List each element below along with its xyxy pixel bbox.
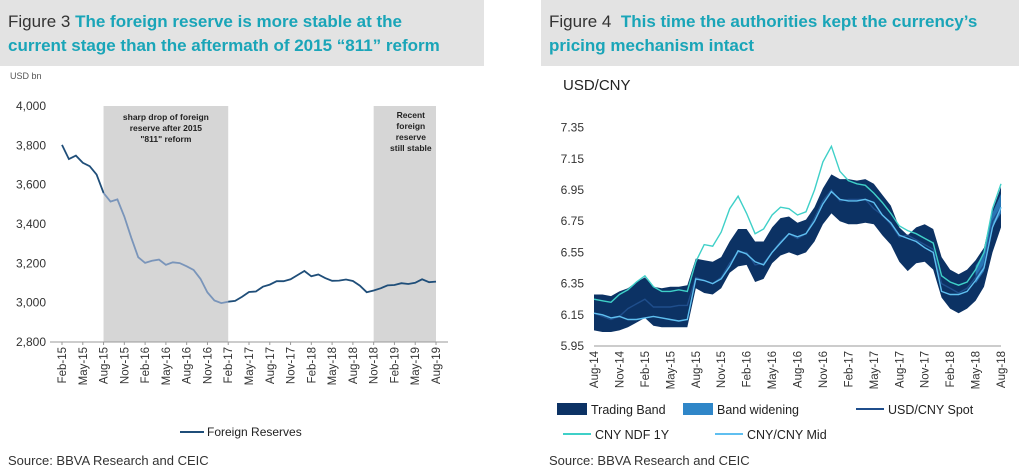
figure3-header: Figure 3 The foreign reserve is more sta… (0, 0, 484, 66)
figure3-source: Source: BBVA Research and CEIC (8, 453, 209, 468)
x-tick-label: Nov-16 (818, 351, 830, 388)
reserves-line (61, 144, 105, 194)
x-tick-label: May-16 (161, 347, 173, 385)
x-tick-label: Aug-16 (793, 351, 805, 388)
x-tick-label: Nov-14 (614, 350, 626, 388)
figure4-header: Figure 4 This time the authorities kept … (541, 0, 1019, 66)
x-tick-label: Aug-15 (99, 347, 111, 384)
y-tick-label: 7.15 (561, 152, 585, 166)
x-tick-label: Aug-17 (265, 347, 277, 384)
legend-label-spot: USD/CNY Spot (888, 403, 974, 417)
x-tick-label: Feb-15 (640, 351, 652, 387)
y-tick-label: 5.95 (561, 339, 585, 353)
x-tick-label: Aug-16 (182, 347, 194, 384)
legend-label-mid: CNY/CNY Mid (747, 428, 827, 442)
x-tick-label: May-15 (78, 347, 90, 385)
x-tick-label: May-17 (869, 351, 881, 389)
figure4-label: Figure 4 (549, 12, 612, 31)
figure4-panel: Figure 4 This time the authorities kept … (541, 0, 1019, 473)
annotation-recent: reserve (396, 132, 427, 142)
y-tick-label: 3,400 (16, 217, 46, 231)
annotation-811: sharp drop of foreign (123, 112, 209, 122)
x-tick-label: Feb-17 (843, 351, 855, 387)
y-tick-label: 6.55 (561, 245, 585, 259)
x-tick-label: Aug-17 (894, 351, 906, 388)
annotation-recent: Recent (397, 110, 426, 120)
x-tick-label: May-19 (410, 347, 422, 385)
legend-swatch-band-widening (683, 403, 713, 415)
x-tick-label: Feb-17 (223, 347, 235, 383)
legend-label-band-widening: Band widening (717, 403, 799, 417)
y-tick-label: 3,200 (16, 256, 46, 270)
y-tick-label: 6.95 (561, 183, 585, 197)
legend-swatch-trading-band (557, 403, 587, 415)
x-tick-label: May-17 (244, 347, 256, 385)
reserves-line (102, 192, 229, 305)
shaded-region (373, 106, 436, 342)
x-tick-label: Aug-15 (691, 351, 703, 388)
figure3-title-line2: current stage than the aftermath of 2015… (8, 36, 440, 55)
y-axis-unit: USD bn (10, 71, 42, 81)
figure3-label: Figure 3 (8, 12, 71, 31)
reserves-line (228, 269, 437, 303)
y-tick-label: 6.15 (561, 308, 585, 322)
band-widening (975, 193, 1001, 284)
figure3-title: Figure 3 The foreign reserve is more sta… (8, 10, 440, 58)
x-tick-label: Aug-18 (996, 351, 1008, 388)
x-tick-label: Nov-17 (286, 347, 298, 384)
x-tick-label: Aug-19 (431, 347, 443, 384)
annotation-811: reserve after 2015 (130, 123, 203, 133)
x-tick-label: Nov-15 (119, 347, 131, 384)
x-tick-label: Feb-18 (945, 351, 957, 387)
y-tick-label: 4,000 (16, 99, 46, 113)
annotation-811: "811" reform (140, 134, 192, 144)
x-tick-label: Feb-15 (57, 347, 69, 383)
shaded-region (103, 106, 229, 342)
legend-label-reserves: Foreign Reserves (207, 425, 302, 439)
annotation-recent: still stable (390, 143, 432, 153)
figure3-panel: Figure 3 The foreign reserve is more sta… (0, 0, 484, 473)
x-tick-label: Feb-18 (306, 347, 318, 383)
legend-label-ndf: CNY NDF 1Y (595, 428, 670, 442)
x-tick-label: Aug-14 (589, 350, 601, 388)
x-tick-label: Nov-15 (716, 351, 728, 388)
x-tick-label: Nov-18 (369, 347, 381, 384)
figure4-title-line1: This time the authorities kept the curre… (620, 12, 978, 31)
y-tick-label: 3,600 (16, 178, 46, 192)
y-tick-label: 3,000 (16, 296, 46, 310)
figure4-title: Figure 4 This time the authorities kept … (549, 10, 977, 58)
x-tick-label: Feb-16 (742, 351, 754, 387)
y-tick-label: 6.35 (561, 277, 585, 291)
x-tick-label: Feb-19 (389, 347, 401, 383)
legend-label-trading-band: Trading Band (591, 403, 666, 417)
x-tick-label: Feb-16 (140, 347, 152, 383)
ndf-line (593, 144, 1002, 304)
spot-line (593, 188, 1002, 321)
figure3-title-line1: The foreign reserve is more stable at th… (75, 12, 403, 31)
x-tick-label: May-16 (767, 351, 779, 389)
x-tick-label: Nov-16 (202, 347, 214, 384)
y-tick-label: 7.35 (561, 121, 585, 135)
y-tick-label: 3,800 (16, 138, 46, 152)
y-tick-label: 2,800 (16, 335, 46, 349)
annotation-recent: foreign (396, 121, 425, 131)
mid-line (593, 190, 1002, 322)
y-tick-label: 6.75 (561, 214, 585, 228)
figure4-chart: USD/CNY 5.95 6.15 6.35 6.55 6.75 6.95 7.15 7.35 A… (557, 77, 1008, 442)
x-tick-label: May-18 (971, 351, 983, 389)
figure4-title-line2: pricing mechanism intact (549, 36, 754, 55)
x-tick-label: Nov-17 (920, 351, 932, 388)
figure4-source: Source: BBVA Research and CEIC (549, 453, 750, 468)
x-tick-label: May-18 (327, 347, 339, 385)
chart-title: USD/CNY (563, 77, 631, 94)
trading-band (594, 174, 1001, 332)
x-tick-label: Aug-18 (348, 347, 360, 384)
x-tick-label: May-15 (665, 351, 677, 389)
